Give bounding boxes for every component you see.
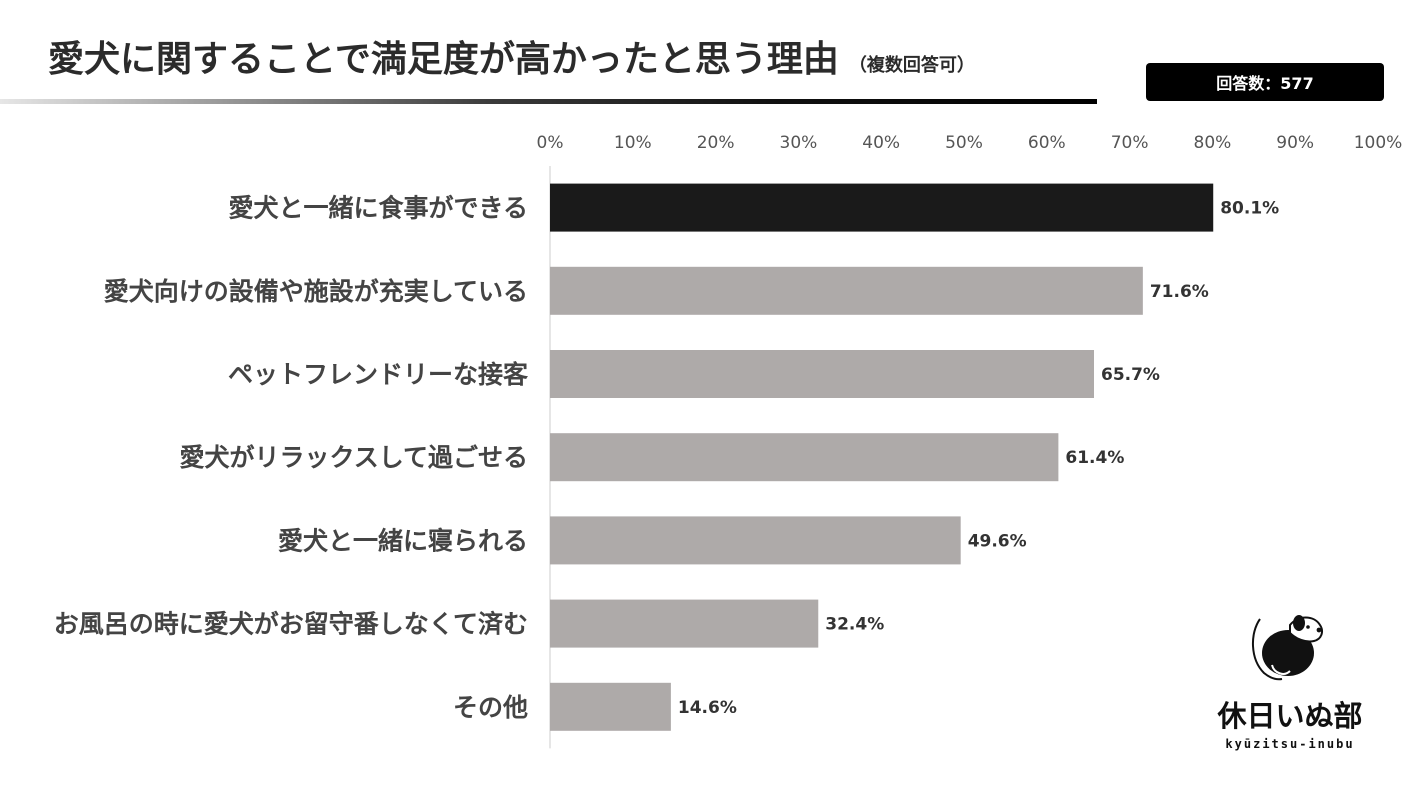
bar (550, 599, 819, 648)
chart-title-note: （複数回答可） (848, 55, 975, 76)
data-label: 80.1% (1220, 199, 1279, 219)
x-tick-label: 60% (1028, 133, 1066, 153)
x-tick-label: 30% (780, 133, 818, 153)
bar (550, 433, 1059, 482)
chart-title: 愛犬に関することで満足度が高かったと思う理由 （複数回答可） (48, 30, 975, 82)
category-label: 愛犬と一緒に食事ができる (228, 194, 528, 223)
bar (550, 516, 961, 565)
x-tick-label: 10% (614, 133, 652, 153)
response-count-badge: 回答数：577 (1146, 63, 1384, 101)
title-underline (0, 99, 1097, 104)
category-labels: 愛犬と一緒に食事ができる愛犬向けの設備や施設が充実しているペットフレンドリーな接… (54, 194, 528, 722)
logo-name: 休日いぬ部 (1217, 699, 1363, 733)
x-tick-label: 40% (862, 133, 900, 153)
chart-title-text: 愛犬に関することで満足度が高かったと思う理由 (48, 39, 839, 80)
bars (550, 183, 1214, 731)
bar (550, 682, 671, 731)
data-label: 32.4% (825, 615, 884, 635)
x-tick-label: 20% (697, 133, 735, 153)
dog-icon (1252, 615, 1323, 681)
bar (550, 183, 1214, 232)
x-tick-label: 70% (1111, 133, 1149, 153)
x-tick-label: 50% (945, 133, 983, 153)
data-label: 49.6% (968, 531, 1027, 551)
category-label: ペットフレンドリーな接客 (228, 360, 528, 389)
category-label: 愛犬向けの設備や施設が充実している (104, 277, 528, 306)
category-label: 愛犬がリラックスして過ごせる (179, 443, 528, 472)
category-label: その他 (453, 693, 528, 722)
bar (550, 266, 1143, 315)
x-axis-ticks: 0% 10% 20% 30% 40% 50% 60% 70% 80% 90% 100% (537, 133, 1403, 153)
data-label: 61.4% (1065, 448, 1124, 468)
logo-romanized: kyūzitsu-inubu (1225, 737, 1355, 751)
data-label: 14.6% (678, 698, 737, 718)
x-tick-label: 100% (1354, 133, 1403, 153)
brand-logo: 休日いぬ部 kyūzitsu-inubu (1190, 603, 1390, 763)
bar (550, 350, 1094, 398)
category-label: 愛犬と一緒に寝られる (278, 526, 528, 555)
x-tick-label: 0% (537, 133, 564, 153)
x-tick-label: 80% (1194, 133, 1232, 153)
category-label: お風呂の時に愛犬がお留守番しなくて済む (54, 610, 528, 639)
data-label: 65.7% (1101, 365, 1160, 385)
data-label: 71.6% (1150, 282, 1209, 302)
x-tick-label: 90% (1276, 133, 1314, 153)
value-labels: 80.1% 71.6% 65.7% 61.4% 49.6% 32.4% 14.6% (678, 199, 1279, 718)
